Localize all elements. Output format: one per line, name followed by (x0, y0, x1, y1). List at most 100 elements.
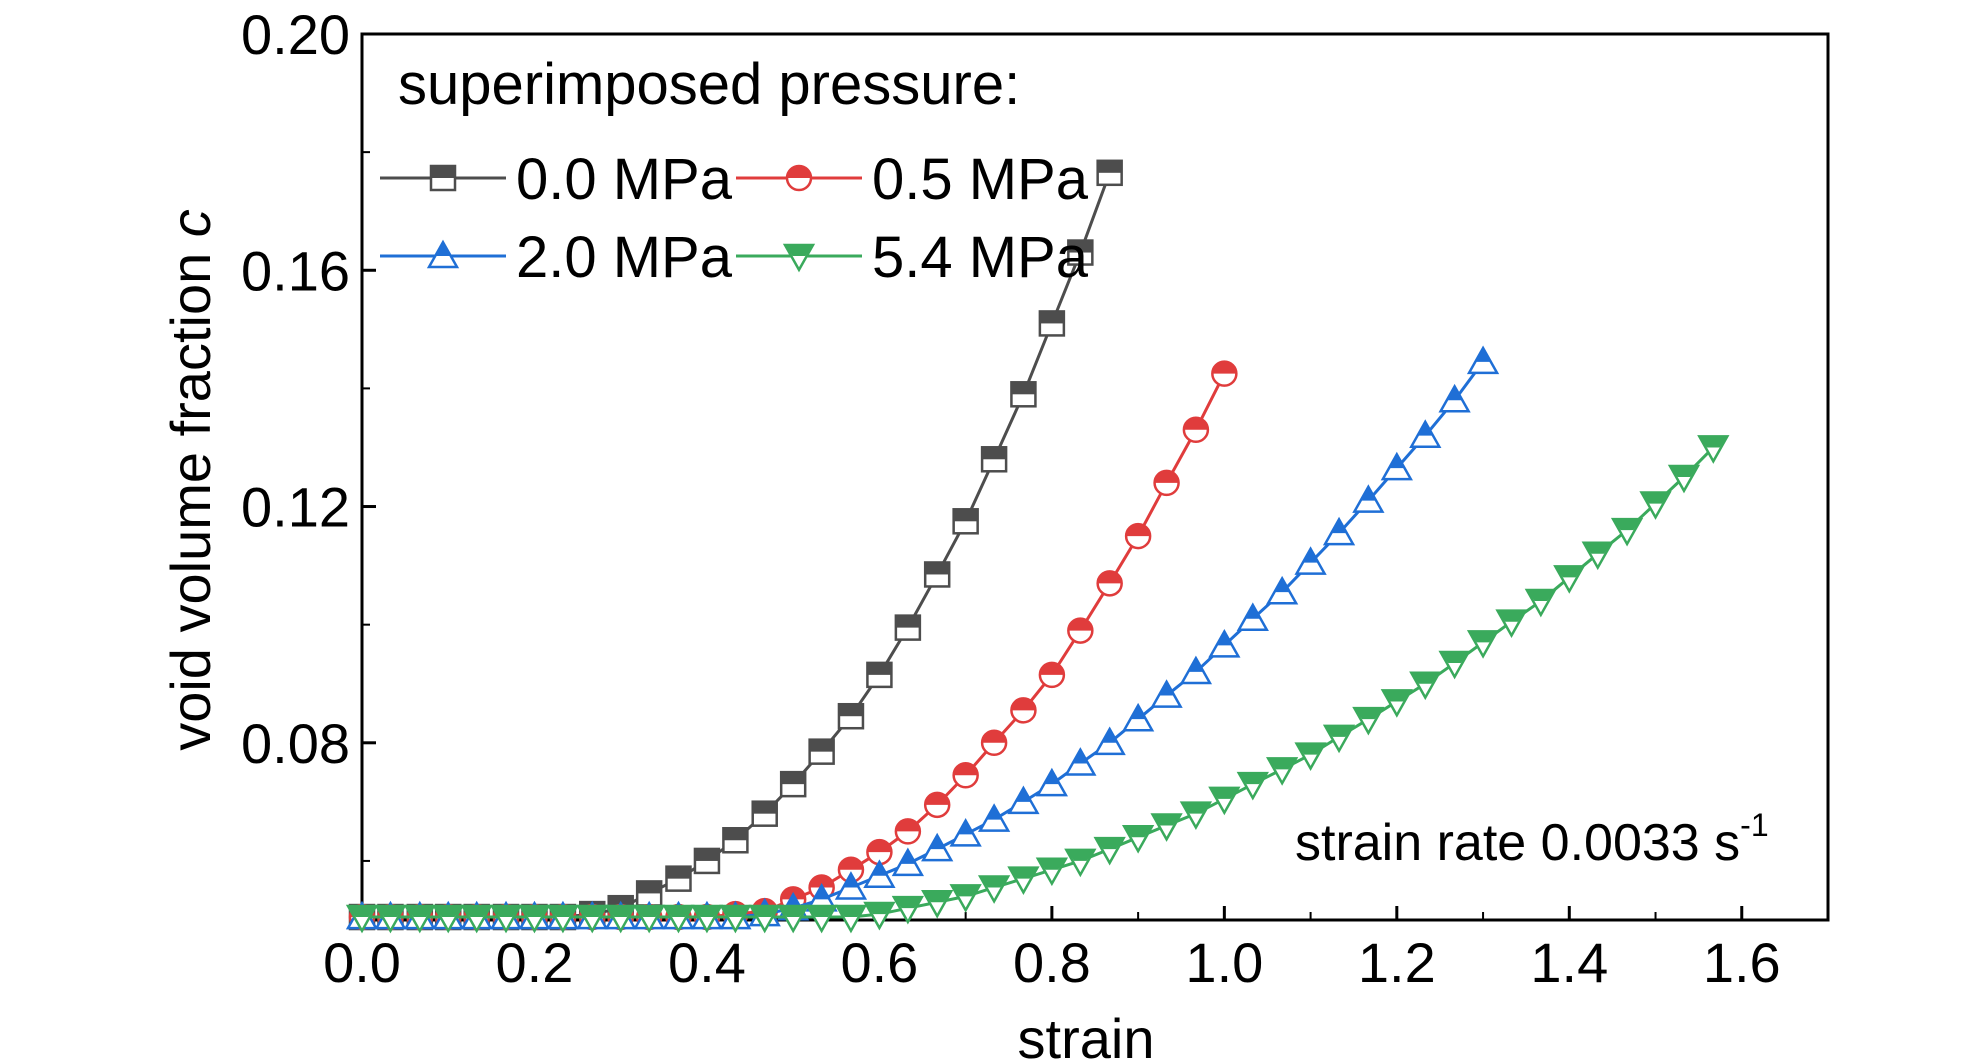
data-point (1038, 310, 1066, 337)
y-axis-title-italic: c (159, 209, 222, 237)
data-point (374, 904, 407, 934)
data-point (403, 904, 436, 934)
data-point (719, 904, 752, 934)
data-point (1179, 801, 1213, 831)
data-point (1495, 609, 1528, 639)
data-point (1208, 786, 1241, 816)
x-tick-label: 1.6 (1703, 931, 1781, 994)
data-point (1093, 836, 1126, 866)
data-point (1610, 517, 1644, 547)
data-point (665, 865, 692, 892)
data-point (1380, 451, 1413, 481)
strain-rate-annotation: strain rate 0.0033 s-1 (1295, 807, 1769, 872)
data-point (1409, 671, 1442, 701)
data-point (923, 791, 951, 819)
data-point (921, 832, 954, 862)
data-point (1096, 570, 1123, 597)
y-axis-title: void volume fraction c (159, 209, 222, 751)
x-tick-label: 1.4 (1530, 931, 1608, 994)
data-point (977, 803, 1011, 832)
data-point (345, 904, 379, 934)
data-point (1265, 757, 1299, 786)
data-point (1466, 345, 1500, 375)
series-5-4-mpa (345, 435, 1730, 934)
legend-label: 0.5 MPa (872, 147, 1089, 212)
data-point (604, 904, 637, 934)
data-point (834, 904, 868, 934)
data-point (518, 904, 551, 934)
data-point (489, 904, 523, 934)
data-point (779, 770, 807, 798)
data-point (1064, 848, 1097, 878)
data-point (1179, 655, 1213, 685)
data-point (834, 871, 868, 900)
data-point (1010, 697, 1037, 724)
y-axis-title-main: void volume fraction (159, 237, 222, 751)
data-point (1067, 617, 1094, 644)
data-point (863, 859, 896, 888)
data-point (1153, 469, 1180, 497)
data-point (891, 847, 925, 877)
data-point (1150, 813, 1183, 842)
data-point (1007, 866, 1040, 895)
legend-entry: 0.0 MPa (380, 147, 733, 212)
x-tick-label: 0.2 (496, 931, 574, 994)
data-point (1322, 724, 1356, 754)
data-point (980, 446, 1008, 473)
x-tick-label: 1.0 (1185, 931, 1263, 994)
data-point (1322, 516, 1356, 546)
data-point (1035, 767, 1069, 797)
data-point (805, 904, 838, 934)
legend-entry: 0.5 MPa (736, 147, 1089, 212)
plot-border (360, 32, 1830, 922)
data-point (1150, 679, 1183, 708)
data-point (460, 904, 493, 934)
data-point (952, 762, 979, 789)
y-tick-label: 0.12 (241, 476, 350, 539)
data-point (1524, 588, 1557, 618)
legend-label: 5.4 MPa (872, 225, 1089, 290)
data-point (690, 904, 724, 934)
data-point (1380, 689, 1413, 718)
data-point (1294, 742, 1327, 771)
y-tick-label: 0.20 (241, 3, 350, 66)
data-point (949, 884, 982, 913)
data-point (952, 508, 979, 535)
x-axis-title: strain (1018, 1007, 1155, 1063)
data-point (1211, 360, 1238, 387)
data-point (1352, 484, 1385, 513)
data-point (1093, 726, 1126, 756)
data-point (1265, 575, 1299, 605)
data-point (693, 847, 721, 875)
data-point (633, 904, 666, 934)
series-layer (345, 159, 1730, 934)
data-point (1182, 416, 1210, 443)
legend-label: 0.0 MPa (516, 147, 733, 212)
data-point (1035, 857, 1069, 887)
legend-marker (785, 164, 813, 192)
data-point (949, 818, 982, 847)
data-point (921, 889, 954, 919)
data-point (923, 561, 951, 588)
data-point (1236, 602, 1269, 632)
data-point (1121, 825, 1155, 854)
data-point (1010, 381, 1037, 408)
data-point (1639, 491, 1672, 520)
x-tick-label: 1.2 (1358, 931, 1436, 994)
legend-marker (429, 164, 457, 192)
legend-marker (782, 243, 816, 273)
data-point (1208, 628, 1241, 658)
data-point (1667, 464, 1701, 494)
data-point (894, 614, 922, 641)
data-point (1121, 702, 1155, 732)
data-point (863, 901, 896, 931)
y-tick-label: 0.08 (241, 712, 350, 775)
data-point (1553, 565, 1586, 594)
data-point (894, 818, 922, 845)
data-point (1096, 159, 1123, 187)
data-point (837, 702, 865, 730)
data-point (576, 904, 609, 934)
data-point (1352, 706, 1385, 736)
plot-area (360, 32, 1830, 922)
